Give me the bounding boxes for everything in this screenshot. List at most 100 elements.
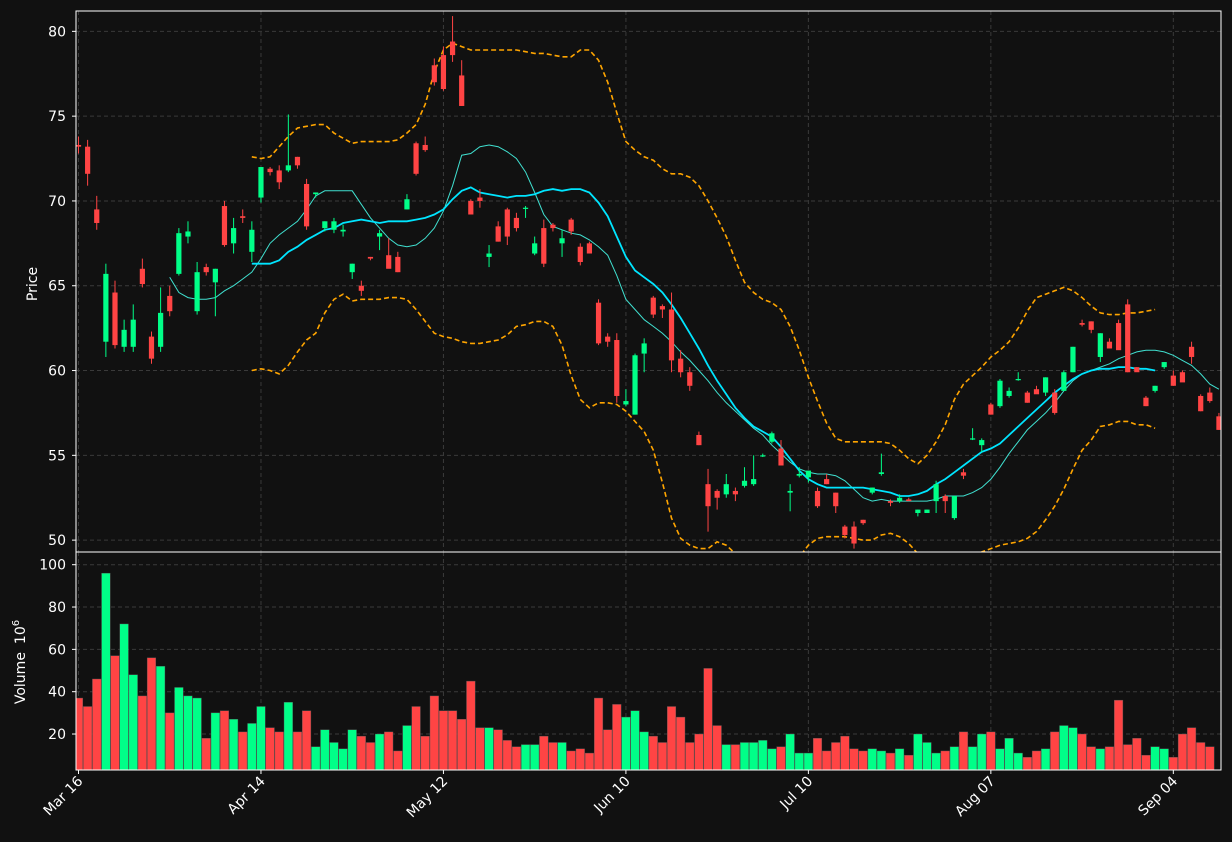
volume-bar [411,706,421,770]
volume-bar [119,623,129,770]
candle-body [440,55,447,90]
volume-bar [730,744,740,770]
volume-bar [858,750,868,770]
candle-body [632,355,638,415]
volume-bar [1150,746,1160,770]
volume-bar [1177,733,1187,770]
candle-body [267,168,273,173]
volume-bar [219,710,230,770]
volume-bar [402,725,412,770]
volume-bar [329,742,339,770]
price-gridlines [76,11,1221,552]
volume-bar [913,733,923,770]
volume-bar [904,754,914,770]
price-tick-label-5: 75 [48,109,66,125]
candle-body [805,470,811,478]
candle-body [550,224,556,229]
volume-bar [694,733,704,770]
volume-bar [612,704,622,770]
candle-body [760,455,766,457]
volume-bar [657,742,667,770]
volume-bar [83,706,93,770]
candle-body [121,329,127,347]
volume-bar [639,731,649,770]
volume-bar [1022,757,1032,770]
volume-bar [521,744,531,770]
volume-bar [758,740,768,770]
candle-body [897,497,903,502]
candle-body [148,336,155,359]
price-tick-label-1: 55 [48,448,66,464]
volume-bar [438,710,448,770]
volume-bar [146,657,157,770]
long-moving-average-line [251,186,1156,497]
price-tick-label-2: 60 [48,364,66,380]
candle-body [951,496,957,519]
candle-body [103,273,109,342]
candle-body [449,41,456,56]
volume-bar [1168,757,1178,770]
moving-averages [169,144,1220,502]
price-y-ticks: 50 55 60 65 70 75 80 [48,24,76,549]
candle-body [1006,390,1012,396]
candle-body [833,492,839,507]
candle-body [1143,397,1149,407]
candle-body [1207,392,1213,402]
volume-bar [584,752,594,770]
candle-body [185,231,191,237]
volume-bar [466,680,476,770]
candle-body [641,343,647,354]
volume-bar [995,748,1005,770]
candle-body [1198,395,1204,412]
short-moving-average-line [169,144,1220,502]
candle-body [659,306,666,310]
volume-frame [75,551,1222,771]
volume-bar [393,750,403,770]
candle-body [1216,416,1221,430]
candle-body [851,526,857,544]
candle-body [459,75,465,106]
candle-body [1079,323,1085,325]
candle-body [650,297,656,315]
candle-body [313,192,319,195]
volume-bar [794,752,804,770]
candle-body [970,438,976,440]
volume-bar [302,710,312,770]
volume-bar [1132,738,1142,770]
volume-bar [128,674,138,770]
candle-body [194,272,200,312]
candle-body [751,479,757,485]
candle-body [349,263,355,273]
candle-body [404,199,410,210]
volume-bar [457,719,467,770]
volume-y-ticks: 20 40 60 80 100 [39,558,76,743]
volume-axis-label: Volume 106 [11,620,29,704]
volume-tick-label-4: 100 [39,558,66,574]
volume-bar [666,706,677,770]
volume-bar [1013,752,1023,770]
volume-bar [92,678,102,770]
volume-bar [867,748,877,770]
volume-bar [320,729,330,770]
candle-body [212,268,218,283]
candle-body [1024,392,1030,403]
volume-axis-label-text: Volume [13,652,29,704]
volume-bar [174,687,184,770]
candle-body [249,229,255,252]
candle-body [1152,385,1158,391]
volume-bar [968,746,978,770]
price-tick-label-6: 80 [48,24,66,40]
candle-body [386,255,392,269]
candle-body [431,65,437,83]
volume-bar [347,729,357,770]
candle-body [842,526,848,536]
volume-bar [429,695,439,770]
volume-axis-label-unit: 10 [13,626,29,644]
volume-bar [210,712,220,770]
volume-bar [739,742,750,770]
volume-bar [557,742,567,770]
volume-bar [630,710,640,770]
candle-body [340,229,346,232]
volume-bar [1068,727,1078,770]
